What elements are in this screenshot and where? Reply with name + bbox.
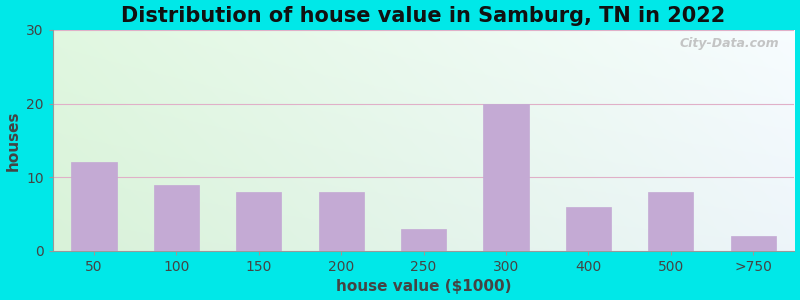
- Bar: [566, 207, 611, 251]
- Bar: [401, 229, 446, 251]
- Bar: [236, 192, 282, 251]
- Bar: [71, 163, 117, 251]
- Bar: [648, 192, 694, 251]
- Bar: [154, 184, 199, 251]
- Title: Distribution of house value in Samburg, TN in 2022: Distribution of house value in Samburg, …: [122, 6, 726, 26]
- Bar: [730, 236, 776, 251]
- Bar: [318, 192, 364, 251]
- Bar: [483, 103, 529, 251]
- Y-axis label: houses: houses: [6, 110, 21, 171]
- Text: City-Data.com: City-Data.com: [680, 37, 780, 50]
- X-axis label: house value ($1000): house value ($1000): [336, 279, 511, 294]
